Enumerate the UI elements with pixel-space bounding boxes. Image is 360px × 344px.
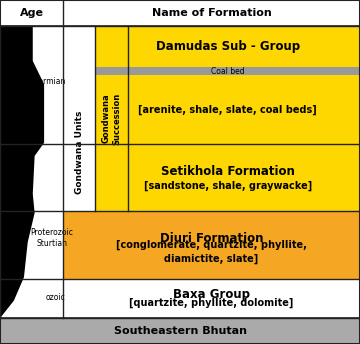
Text: [quartzite, phyllite, dolomite]: [quartzite, phyllite, dolomite] <box>129 298 294 308</box>
Text: Baxa Group: Baxa Group <box>173 288 250 301</box>
Bar <box>0 318 360 344</box>
Text: Diuri Formation: Diuri Formation <box>160 232 263 245</box>
Bar <box>95 67 360 75</box>
Text: Name of Formation: Name of Formation <box>152 8 271 18</box>
Text: Damudas Sub - Group: Damudas Sub - Group <box>156 40 300 53</box>
Bar <box>63 279 360 318</box>
Polygon shape <box>0 26 44 318</box>
Text: Southeastern Bhutan: Southeastern Bhutan <box>113 326 247 336</box>
Text: Permian: Permian <box>35 77 66 86</box>
Text: [arenite, shale, slate, coal beds]: [arenite, shale, slate, coal beds] <box>138 105 317 115</box>
Text: Gondwana
Succession: Gondwana Succession <box>102 93 122 145</box>
Text: Gondwana Units: Gondwana Units <box>75 110 84 194</box>
Text: Setikhola Formation: Setikhola Formation <box>161 165 294 178</box>
Bar <box>0 0 360 26</box>
Text: Proterozoic
Sturtian: Proterozoic Sturtian <box>30 228 73 248</box>
Bar <box>95 144 360 212</box>
Text: ozoic: ozoic <box>46 293 65 302</box>
Text: [conglomerate, quartzite, phyllite,
diamictite, slate]: [conglomerate, quartzite, phyllite, diam… <box>116 240 307 264</box>
Bar <box>95 26 360 144</box>
Text: Age: Age <box>19 8 44 18</box>
Bar <box>63 212 360 279</box>
Text: Coal bed: Coal bed <box>211 67 244 76</box>
Text: [sandstone, shale, graywacke]: [sandstone, shale, graywacke] <box>144 181 312 191</box>
